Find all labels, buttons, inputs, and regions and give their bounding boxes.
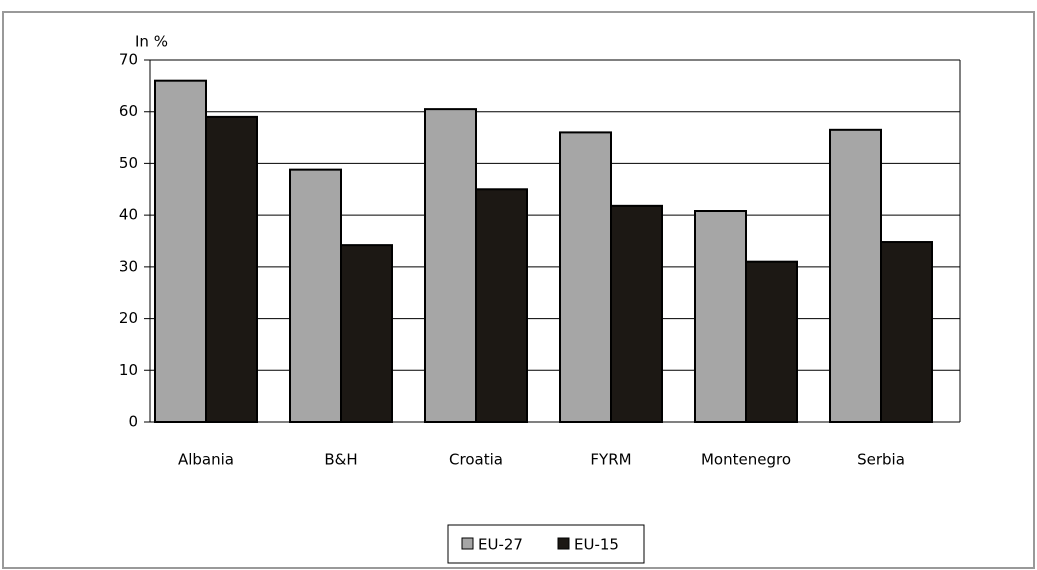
legend-swatch [461, 537, 474, 550]
y-tick-label: 10 [119, 361, 138, 379]
bar [424, 108, 477, 423]
y-tick-label: 60 [119, 102, 138, 120]
y-tick-label: 40 [119, 206, 138, 224]
bar [340, 244, 393, 423]
x-tick-label: Montenegro [701, 451, 791, 469]
bar [745, 260, 798, 423]
bar [205, 115, 258, 423]
bar [289, 168, 342, 423]
y-tick-label: 50 [119, 154, 138, 172]
bar [559, 131, 612, 423]
bar [694, 210, 747, 423]
y-tick-label: 70 [119, 51, 138, 69]
x-tick-label: B&H [324, 451, 357, 469]
x-tick-label: FYRM [590, 451, 631, 469]
y-axis-label: In % [135, 33, 168, 51]
y-tick-label: 20 [119, 309, 138, 327]
bar [154, 79, 207, 424]
legend-swatch [557, 537, 570, 550]
x-tick-label: Serbia [857, 451, 905, 469]
x-tick-label: Croatia [449, 451, 503, 469]
bar [610, 204, 663, 423]
y-tick-label: 0 [128, 413, 138, 431]
bar [475, 188, 528, 423]
frame [2, 11, 1035, 569]
bar [880, 241, 933, 423]
y-tick-label: 30 [119, 257, 138, 275]
bar [829, 128, 882, 423]
legend-label: EU-15 [574, 536, 619, 554]
x-tick-label: Albania [178, 451, 234, 469]
legend-label: EU-27 [478, 536, 523, 554]
legend-box [447, 524, 645, 564]
